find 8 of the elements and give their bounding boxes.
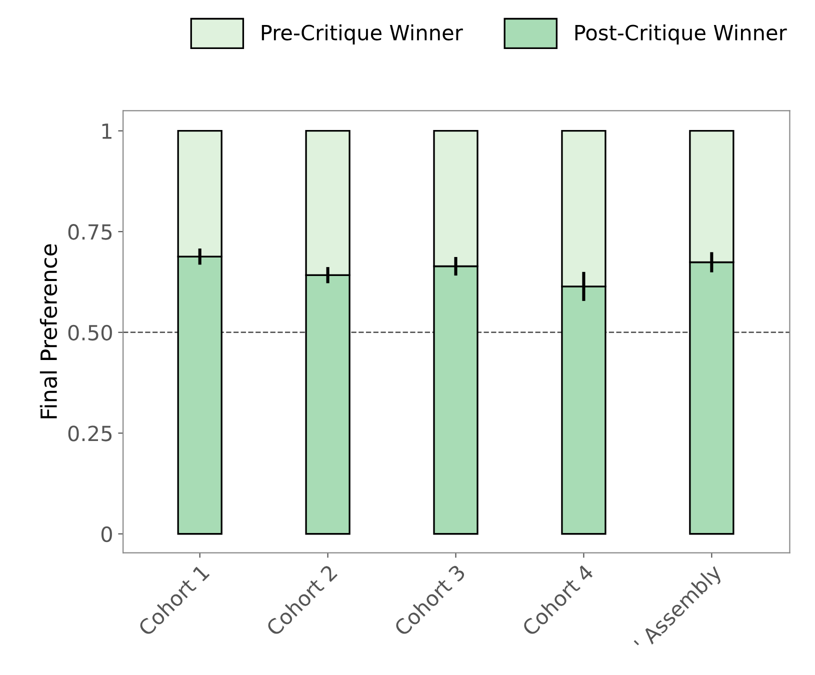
y-tick-label: 1: [102, 124, 112, 139]
y-tick-label: 0.50: [68, 324, 112, 341]
legend-label: Pre-Critique Winner: [262, 24, 463, 45]
y-axis-title: Final Preference: [40, 244, 58, 418]
y-tick-label: 0.25: [68, 426, 112, 442]
y-tick-label: 0: [101, 526, 112, 542]
legend-label: Post-Critique Winner: [575, 24, 787, 45]
y-tick-label: 0.75: [68, 224, 112, 240]
